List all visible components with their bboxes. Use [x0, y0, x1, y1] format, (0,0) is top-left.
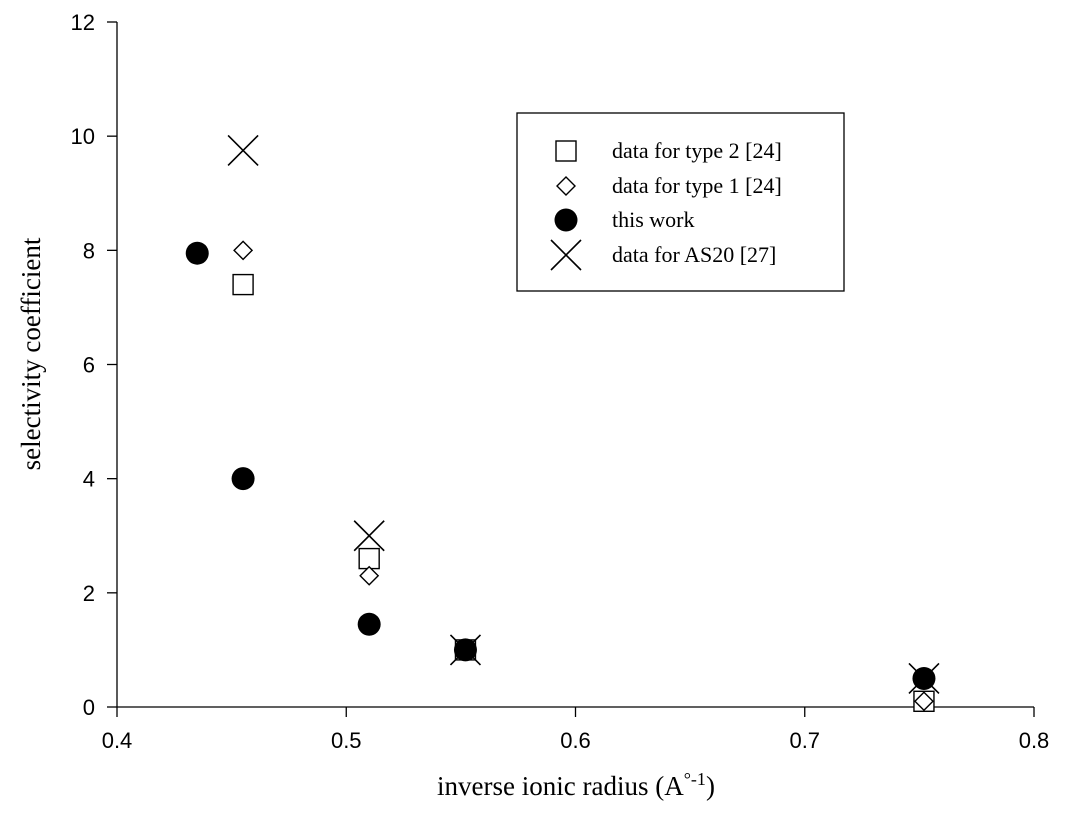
data-point	[185, 241, 209, 265]
series-3	[227, 134, 940, 695]
legend-marker	[550, 239, 582, 271]
legend-label: data for type 1 [24]	[612, 173, 782, 198]
data-point	[908, 662, 940, 695]
x-tick-label: 0.5	[331, 728, 362, 753]
x-axis-title: inverse ionic radius (A°-1)	[437, 769, 715, 801]
data-point	[358, 547, 380, 570]
legend-marker	[556, 176, 576, 196]
x-axis-title-main: inverse ionic radius (A	[437, 771, 684, 801]
x-tick-label: 0.4	[102, 728, 133, 753]
x-axis-title-superscript: °-1	[684, 769, 706, 789]
data-point	[357, 612, 381, 636]
data-point	[231, 467, 255, 491]
y-axis: 0 2 4 6 8 10 12	[71, 10, 117, 720]
series-0	[232, 273, 935, 712]
legend: data for type 2 [24] data for type 1 [24]…	[516, 112, 845, 292]
legend-label: data for AS20 [27]	[612, 242, 776, 267]
y-tick-label: 12	[71, 10, 95, 35]
legend-label: data for type 2 [24]	[612, 138, 782, 163]
x-axis-title-suffix: )	[706, 771, 715, 801]
data-point	[227, 134, 259, 167]
data-points	[185, 134, 940, 712]
x-axis: 0.4 0.5 0.6 0.7 0.8	[102, 707, 1050, 753]
data-point	[359, 565, 380, 586]
data-point	[353, 520, 385, 552]
x-tick-label: 0.6	[560, 728, 591, 753]
data-point	[232, 273, 254, 296]
series-1	[233, 240, 934, 712]
y-tick-label: 4	[83, 467, 95, 492]
x-tick-label: 0.8	[1019, 728, 1050, 753]
data-point	[913, 691, 934, 712]
legend-marker	[554, 208, 578, 232]
legend-marker	[555, 140, 577, 162]
y-axis-title: selectivity coefficient	[16, 237, 46, 470]
legend-label: this work	[612, 207, 695, 232]
data-point	[233, 240, 254, 261]
data-point	[449, 634, 482, 666]
y-tick-label: 0	[83, 695, 95, 720]
y-tick-label: 6	[83, 353, 95, 378]
y-tick-label: 8	[83, 238, 95, 263]
x-tick-label: 0.7	[789, 728, 820, 753]
series-2	[185, 241, 936, 690]
y-tick-label: 2	[83, 581, 95, 606]
y-tick-label: 10	[71, 124, 95, 149]
